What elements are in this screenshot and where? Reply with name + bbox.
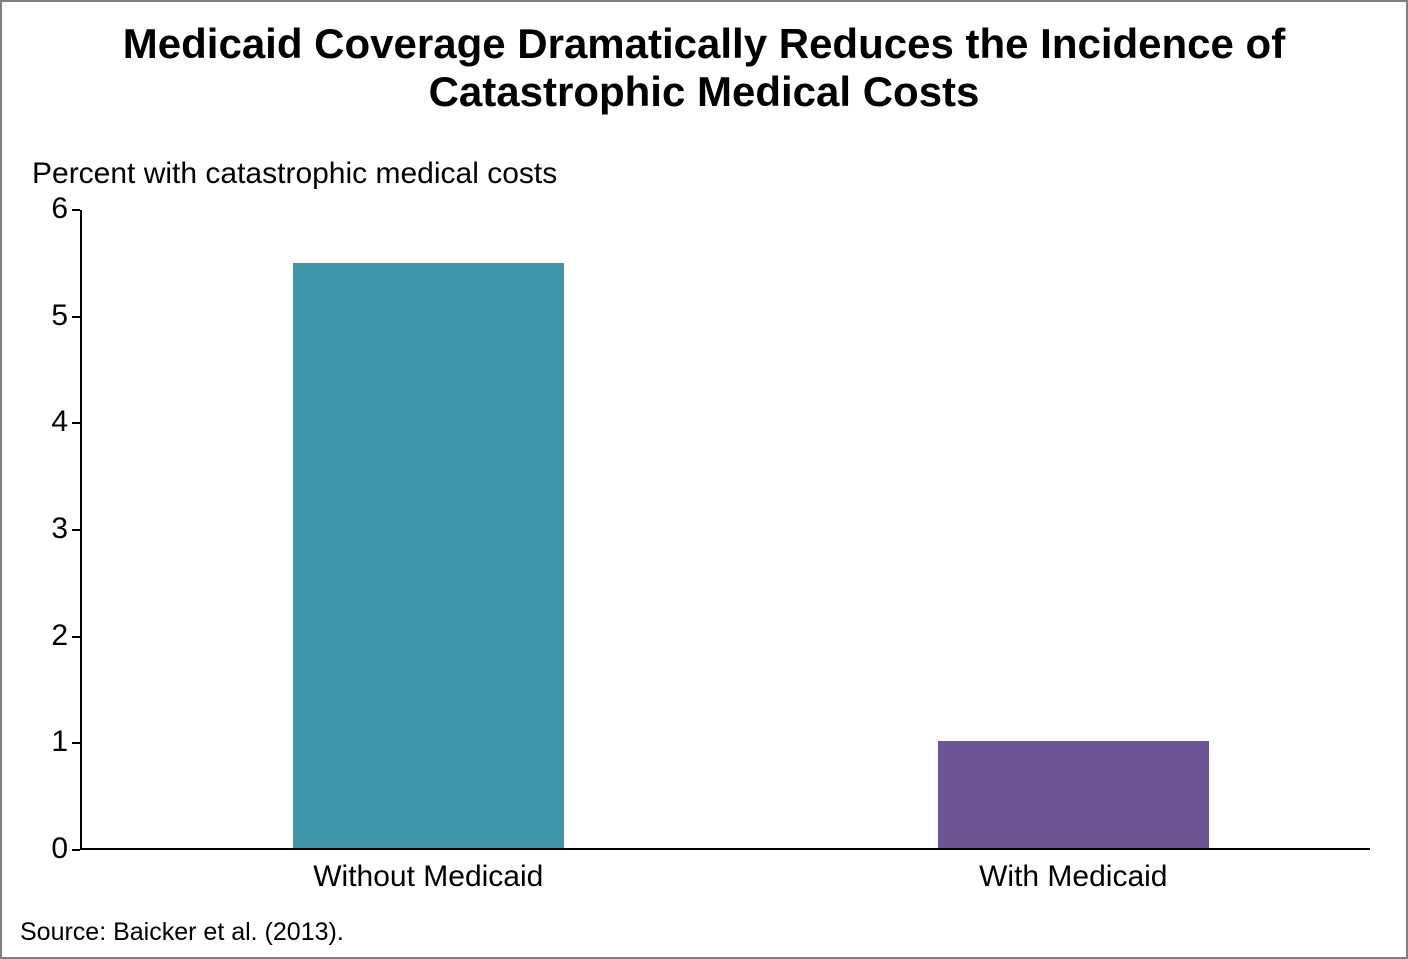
y-tick-label: 1 xyxy=(30,725,68,759)
y-tick-label: 4 xyxy=(30,405,68,439)
y-tick xyxy=(72,209,80,211)
y-tick xyxy=(72,529,80,531)
x-tick-label: With Medicaid xyxy=(873,860,1273,894)
bar xyxy=(938,741,1209,848)
chart-subtitle: Percent with catastrophic medical costs xyxy=(32,157,557,191)
chart-title: Medicaid Coverage Dramatically Reduces t… xyxy=(2,2,1406,117)
source-caption: Source: Baicker et al. (2013). xyxy=(20,918,344,947)
x-tick-label: Without Medicaid xyxy=(228,860,628,894)
chart-frame: Medicaid Coverage Dramatically Reduces t… xyxy=(0,0,1408,959)
y-tick xyxy=(72,849,80,851)
y-tick xyxy=(72,316,80,318)
y-tick-label: 6 xyxy=(30,192,68,226)
y-tick xyxy=(72,636,80,638)
plot-area: 0123456Without MedicaidWith Medicaid xyxy=(80,210,1370,850)
y-tick xyxy=(72,742,80,744)
y-tick-label: 3 xyxy=(30,512,68,546)
bar xyxy=(293,263,564,848)
y-tick-label: 0 xyxy=(30,832,68,866)
x-axis xyxy=(80,848,1370,850)
y-tick-label: 5 xyxy=(30,299,68,333)
y-axis xyxy=(80,210,82,850)
y-tick-label: 2 xyxy=(30,619,68,653)
y-tick xyxy=(72,422,80,424)
